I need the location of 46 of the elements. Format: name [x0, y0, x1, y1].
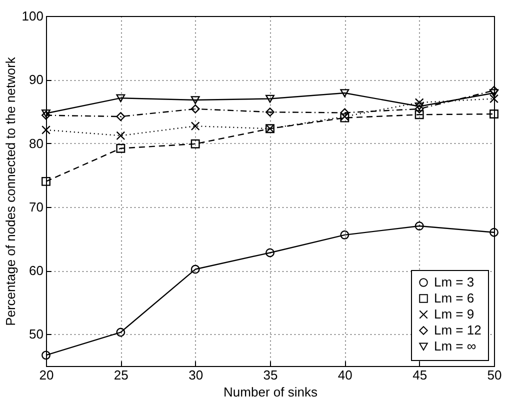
point: [42, 176, 50, 186]
point: [42, 350, 50, 360]
point: [190, 104, 200, 114]
x-tick-label: 30: [188, 368, 204, 382]
point: [266, 94, 274, 103]
point: [116, 94, 126, 102]
point: [340, 230, 350, 240]
x-tick-label: 35: [263, 368, 278, 382]
point: [190, 96, 200, 104]
y-tick-label: 70: [29, 199, 44, 214]
legend-label: Lm = 6: [434, 290, 474, 306]
point: [190, 264, 200, 274]
x-tick-label: 40: [338, 368, 352, 382]
legend-label: Lm = 3: [434, 274, 474, 290]
legend-label: Lm = ∞: [434, 338, 476, 354]
y-tick-label: 80: [29, 136, 44, 151]
point: [340, 89, 350, 98]
x-tick-label: 25: [114, 368, 128, 382]
point: [490, 110, 498, 118]
y-tick-label: 90: [29, 72, 44, 88]
point: [116, 112, 126, 122]
point: [116, 144, 126, 153]
point: [490, 94, 498, 104]
point: [414, 102, 424, 110]
legend-label: Lm = 12: [434, 322, 482, 338]
point: [116, 328, 126, 337]
point: [190, 122, 200, 131]
point: [190, 139, 200, 148]
point: [414, 110, 424, 120]
point: [116, 131, 126, 140]
point: [42, 125, 50, 134]
y-tick-label: 60: [29, 263, 44, 278]
legend-label: Lm = 9: [434, 306, 474, 322]
point: [42, 109, 50, 118]
point: [414, 222, 424, 230]
x-tick-label: 20: [39, 368, 54, 382]
y-tick-label: 100: [22, 8, 44, 24]
point: [266, 248, 274, 258]
x-tick-label: 50: [487, 368, 502, 382]
x-tick-label: 45: [412, 368, 428, 382]
y-tick-label: 50: [29, 326, 44, 342]
y-axis-title: Percentage of nodes connected to the network: [2, 56, 18, 326]
point: [490, 89, 498, 98]
point: [266, 108, 274, 117]
x-axis-title: Number of sinks: [224, 384, 318, 400]
point: [490, 228, 498, 237]
